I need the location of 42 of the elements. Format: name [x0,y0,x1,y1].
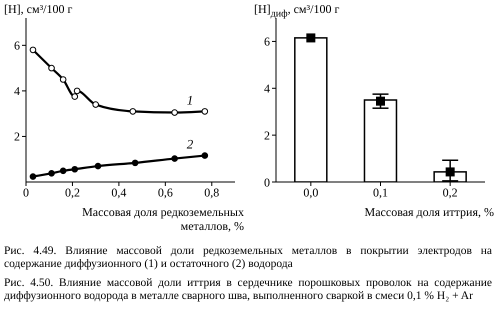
point [132,160,138,166]
y-axis-title: [H]$_{диф}$, см³/100 г [254,2,340,20]
series-label: 2 [186,136,194,152]
y-tick-label: 6 [14,38,20,53]
x-axis-title: Массовая доля иттрия, % [364,205,494,219]
point [130,108,136,115]
y-axis-title: [H], см³/100 г [4,2,72,17]
point [74,88,80,94]
y-tick-label: 4 [14,84,20,98]
text: Рис. 4.50. Влияние массовой доли иттрия в сердечнике порошковых проволок на содержание диффузионного водорода в металле сварного шва, выполненного сваркой в смеси 0,1 % H₂ + Ar [4,277,492,303]
series-label: 1 [186,92,194,108]
y-tick-label: 6 [264,34,270,49]
x-tick-label: 0,4 [111,186,126,200]
point [94,162,102,170]
point [171,155,178,162]
point [71,166,78,173]
point [171,109,178,116]
point [376,96,385,106]
point [92,101,99,108]
x-tick-label: 0,1 [373,186,388,200]
point [306,33,316,42]
y-tick-label: 0 [264,175,270,190]
point [48,170,55,177]
text: Рис. 4.49. Влияние массовой доли редкоземельных металлов в покрытии электродов на содержание диффузионного (1) и остаточного (2) водорода [4,245,492,271]
x-tick-label: 0 [23,186,29,200]
point [30,46,36,54]
y-tick-label: 2 [264,128,270,142]
y-tick-label: 2 [14,130,20,144]
x-axis-title: Массовая доля редкоземельных металлов, % [81,205,244,233]
x-tick-label: 0,0 [303,186,318,200]
point [202,152,208,159]
point [202,108,208,115]
point [71,93,78,100]
point [30,173,36,180]
x-tick-label: 0,6 [158,186,173,200]
x-tick-label: 0,2 [442,186,458,200]
x-tick-label: 0,2 [64,186,80,200]
x-tick-label: 0,8 [204,186,220,200]
point [60,76,66,83]
point [48,64,55,72]
point [60,168,66,174]
y-tick-label: 4 [264,82,270,96]
